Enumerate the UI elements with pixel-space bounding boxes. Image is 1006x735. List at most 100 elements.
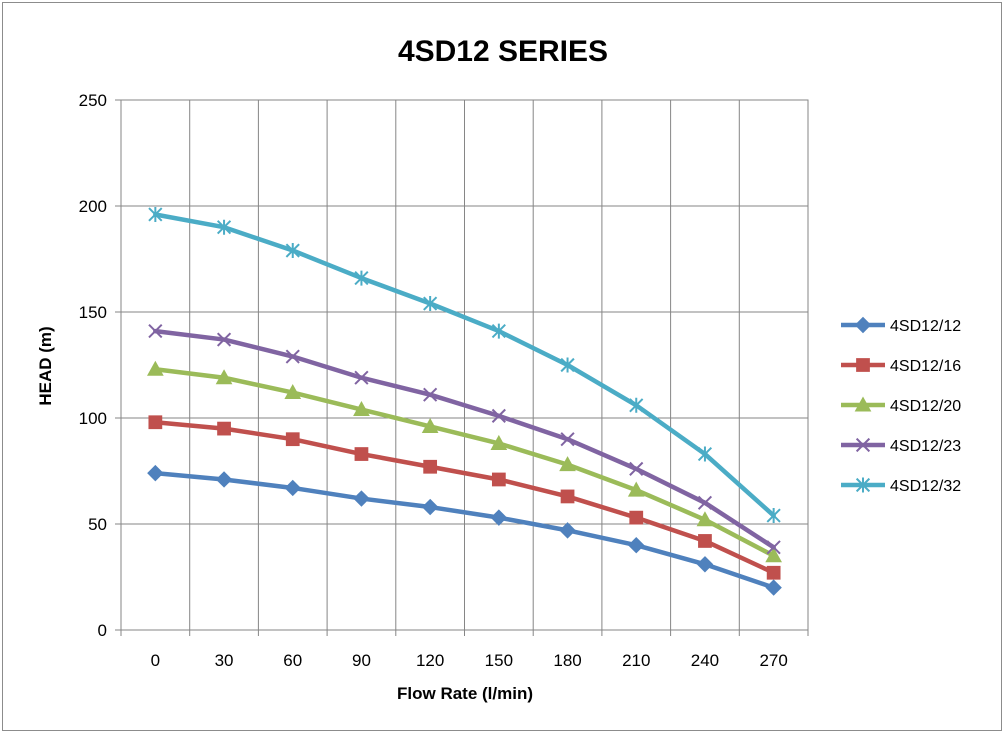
data-point xyxy=(421,498,439,516)
data-point xyxy=(560,489,575,504)
data-point xyxy=(353,490,370,507)
legend-item: 4SD12/23 xyxy=(841,437,961,455)
series-line xyxy=(153,212,776,518)
legend-label: 4SD12/20 xyxy=(890,398,961,415)
series-line xyxy=(153,419,776,576)
data-point xyxy=(560,432,575,447)
x-tick-label: 30 xyxy=(215,651,234,670)
data-point xyxy=(423,296,438,312)
legend: 4SD12/12 4SD12/16 4SD12/20 4SD12/23 4SD12/32 xyxy=(841,316,961,495)
data-point xyxy=(560,357,575,373)
data-point xyxy=(698,534,712,548)
data-point xyxy=(491,408,506,423)
data-point xyxy=(217,421,231,436)
data-point xyxy=(353,400,370,417)
data-point xyxy=(423,459,438,474)
y-tick-label: 50 xyxy=(88,515,107,534)
x-axis-title: Flow Rate (l/min) xyxy=(397,684,533,703)
series-4sd12-32 xyxy=(148,206,781,524)
y-tick-label: 0 xyxy=(98,621,107,640)
data-point xyxy=(423,387,438,402)
legend-item: 4SD12/32 xyxy=(841,477,961,495)
data-point xyxy=(148,323,163,339)
data-point xyxy=(766,540,781,555)
data-point xyxy=(628,536,645,554)
x-tick-label: 150 xyxy=(485,651,513,670)
axes: 0 50 100 150 200 250 0 30 60 90 120 150 180 210 240 270 xyxy=(79,91,809,670)
data-point xyxy=(629,461,644,476)
series-line xyxy=(153,328,776,550)
data-point xyxy=(559,456,576,472)
x-tick-label: 240 xyxy=(691,651,719,670)
data-point xyxy=(697,495,713,510)
legend-label: 4SD12/32 xyxy=(890,478,961,495)
series-line xyxy=(153,470,776,590)
legend-item: 4SD12/16 xyxy=(841,358,961,375)
data-point xyxy=(491,323,506,339)
data-point xyxy=(765,547,782,563)
legend-item: 4SD12/20 xyxy=(841,396,961,415)
y-axis-title: HEAD (m) xyxy=(36,326,55,405)
chart-canvas: 4SD12 SERIES 0 50 100 150 200 250 0 30 60 90 120 15… xyxy=(36,35,961,703)
legend-label: 4SD12/16 xyxy=(890,358,961,375)
data-point xyxy=(285,432,300,447)
legend-marker xyxy=(854,316,872,334)
y-tick-label: 150 xyxy=(79,303,107,322)
legend-label: 4SD12/12 xyxy=(890,318,961,335)
series-4sd12-23 xyxy=(148,323,781,555)
data-point xyxy=(629,510,644,525)
data-point xyxy=(766,565,781,580)
legend-label: 4SD12/23 xyxy=(890,438,961,455)
series-layer xyxy=(147,206,782,596)
data-point xyxy=(627,481,645,497)
data-point xyxy=(354,270,369,286)
series-line xyxy=(153,366,776,559)
data-point xyxy=(490,509,508,526)
data-point xyxy=(354,370,369,385)
data-point xyxy=(216,219,232,235)
y-tick-label: 250 xyxy=(79,91,107,110)
data-point xyxy=(354,447,369,461)
data-point xyxy=(696,556,714,573)
data-point xyxy=(216,332,232,347)
data-point xyxy=(629,397,644,413)
data-point xyxy=(215,471,233,488)
grid xyxy=(121,100,808,630)
data-point xyxy=(285,243,300,259)
data-point xyxy=(147,464,164,482)
series-4sd12-12 xyxy=(147,464,782,596)
data-point xyxy=(697,446,713,462)
data-point xyxy=(696,511,714,527)
data-point xyxy=(490,434,508,450)
data-point xyxy=(491,472,506,487)
x-tick-label: 60 xyxy=(283,651,302,670)
legend-marker xyxy=(855,437,871,453)
legend-item: 4SD12/12 xyxy=(841,316,961,335)
x-tick-label: 120 xyxy=(416,651,444,670)
data-point xyxy=(147,360,164,376)
x-tick-label: 180 xyxy=(553,651,581,670)
x-tick-label: 0 xyxy=(151,651,160,670)
legend-marker xyxy=(854,396,872,412)
x-tick-label: 270 xyxy=(759,651,787,670)
series-4sd12-16 xyxy=(148,415,781,580)
legend-marker xyxy=(855,477,871,493)
data-point xyxy=(765,579,782,596)
data-point xyxy=(421,417,439,433)
data-point xyxy=(215,369,233,385)
data-point xyxy=(148,415,163,430)
series-4sd12-20 xyxy=(147,360,782,563)
x-tick-label: 210 xyxy=(622,651,650,670)
y-tick-label: 100 xyxy=(79,409,107,428)
data-point xyxy=(284,479,301,497)
data-point xyxy=(284,384,302,400)
data-point xyxy=(766,508,781,524)
legend-marker xyxy=(856,358,870,372)
y-tick-label: 200 xyxy=(79,197,107,216)
data-point xyxy=(559,522,576,539)
data-point xyxy=(285,349,300,364)
x-tick-label: 90 xyxy=(352,651,371,670)
data-point xyxy=(148,206,163,222)
chart-title: 4SD12 SERIES xyxy=(398,35,608,68)
